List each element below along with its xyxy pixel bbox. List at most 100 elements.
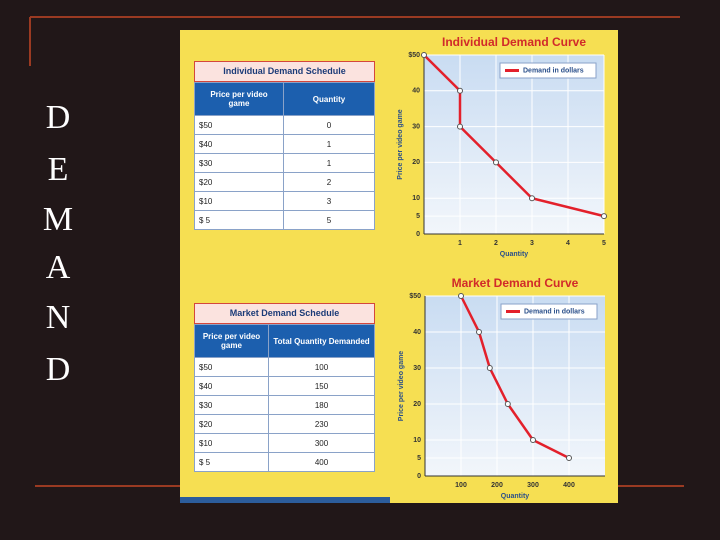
table-row: $40 1	[194, 134, 375, 154]
y-axis-label: Price per video game	[398, 351, 405, 422]
x-tick-label: 5	[602, 240, 606, 247]
table-row: $40 150	[194, 376, 375, 396]
x-tick-label: 400	[563, 482, 575, 489]
data-point	[476, 329, 482, 335]
data-point	[504, 401, 511, 407]
table-cell: $10	[194, 433, 269, 453]
y-tick-label: 30	[413, 365, 421, 372]
y-tick-label: 0	[416, 231, 420, 238]
table-cell: 100	[268, 357, 375, 377]
chart-title: Individual Demand Curve	[442, 35, 586, 49]
y-tick-label: 0	[417, 473, 421, 480]
y-tick-label: 40	[412, 88, 420, 95]
title-letter: A	[46, 249, 71, 286]
y-tick-label: 5	[416, 213, 420, 220]
table-cell: $30	[194, 395, 269, 415]
table-cell: $40	[194, 134, 284, 154]
legend-label: Demand in dollars	[524, 308, 585, 315]
data-point	[530, 437, 536, 443]
table-cell: $40	[194, 376, 269, 396]
table-cell: $50	[194, 115, 284, 135]
data-point	[529, 195, 535, 202]
table-cell: 0	[283, 115, 375, 135]
table-cell: $30	[194, 153, 284, 173]
data-point	[457, 123, 463, 130]
table-cell: 3	[283, 191, 375, 211]
plot-area	[425, 296, 605, 476]
x-tick-label: 3	[530, 240, 534, 247]
x-tick-label: 2	[494, 240, 498, 247]
schedule-table: Market Demand Schedule Price per video ga…	[194, 303, 375, 472]
table-cell: 1	[283, 134, 375, 154]
y-tick-label: 10	[413, 437, 421, 444]
data-point	[421, 52, 427, 58]
x-tick-label: 100	[455, 482, 467, 489]
y-tick-label: 10	[412, 195, 420, 202]
y-tick-label: 30	[412, 123, 420, 130]
header-cell: Total Quantity Demanded	[268, 324, 375, 358]
y-tick-label: 20	[413, 401, 421, 408]
header-row: Price per video game Total Quantity Deman…	[194, 324, 375, 358]
table-cell: 1	[283, 153, 375, 173]
data-point	[486, 365, 493, 371]
x-tick-label: 300	[527, 482, 539, 489]
table-cell: 2	[283, 172, 375, 192]
table-row: $30 1	[194, 153, 375, 173]
x-tick-label: 1	[458, 240, 462, 247]
table-cell: $ 5	[194, 210, 284, 230]
table-row: $20 230	[194, 414, 375, 434]
data-point	[458, 293, 464, 299]
table-cell: 5	[283, 210, 375, 230]
table-cell: $20	[194, 414, 269, 434]
table-row: $20 2	[194, 172, 375, 192]
title-letter: N	[46, 299, 71, 336]
demand-line	[423, 54, 605, 218]
data-point	[457, 87, 463, 94]
y-tick-label: $50	[409, 293, 421, 300]
legend-box	[500, 303, 598, 320]
table-row: $30 180	[194, 395, 375, 415]
header-cell: Price per video game	[194, 324, 269, 358]
title-letter: M	[43, 201, 73, 238]
table-title: Individual Demand Schedule	[194, 61, 375, 82]
table-cell: 230	[268, 414, 375, 434]
table-row: $10 3	[194, 191, 375, 211]
schedule-table: Individual Demand Schedule Price per vide…	[194, 61, 375, 230]
y-tick-label: 5	[417, 455, 421, 462]
table-cell: $ 5	[194, 452, 269, 472]
x-axis-label: Quantity	[501, 493, 529, 500]
data-point	[566, 455, 572, 461]
x-tick-label: 4	[566, 240, 570, 247]
data-point	[601, 213, 607, 220]
table-cell: 180	[268, 395, 375, 415]
header-cell: Price per video game	[194, 82, 284, 116]
table-cell: $20	[194, 172, 284, 192]
header-cell: Quantity	[283, 82, 375, 116]
table-cell: $10	[194, 191, 284, 211]
demand-line	[459, 295, 570, 460]
title-letter: D	[46, 351, 71, 388]
y-tick-label: 40	[413, 329, 421, 336]
header-row: Price per video game Quantity	[194, 82, 375, 116]
legend-box	[499, 62, 597, 79]
table-cell: $50	[194, 357, 269, 377]
data-point	[493, 159, 499, 166]
title-letter: D	[46, 99, 71, 136]
table-cell: 400	[268, 452, 375, 472]
table-row: $50 0	[194, 115, 375, 135]
y-tick-label: 20	[412, 159, 420, 166]
x-axis-label: Quantity	[500, 251, 528, 258]
panel-strip	[180, 497, 390, 503]
table-title: Market Demand Schedule	[194, 303, 375, 324]
table-row: $ 5 400	[194, 452, 375, 472]
table-cell: 300	[268, 433, 375, 453]
chart-title: Market Demand Curve	[452, 276, 579, 290]
y-tick-label: $50	[408, 52, 420, 59]
title-letter: E	[48, 151, 69, 188]
table-cell: 150	[268, 376, 375, 396]
x-tick-label: 200	[491, 482, 503, 489]
table-row: $50 100	[194, 357, 375, 377]
table-row: $10 300	[194, 433, 375, 453]
